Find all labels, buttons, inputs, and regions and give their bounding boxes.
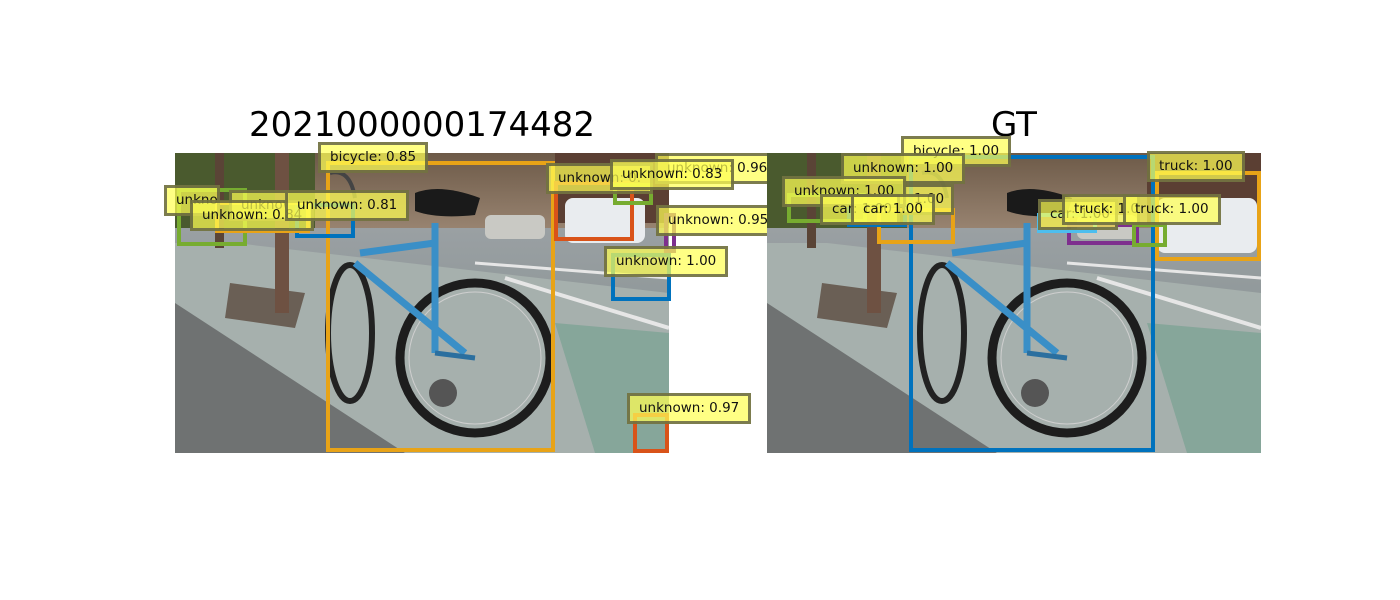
label-unknown: unknown: 0.95	[656, 205, 781, 236]
label-car: car: 1.00	[851, 194, 935, 225]
label-unknown: unknown: 0.97	[627, 393, 752, 424]
label-unknown: unknown: 0.83	[610, 159, 735, 190]
label-unknown: unknown: 1.00	[604, 246, 729, 277]
bbox-truck	[1132, 223, 1167, 247]
bbox-bicycle	[909, 155, 1155, 452]
label-truck: truck: 1.00	[1147, 151, 1245, 182]
left-panel-title: 2021000000174482	[248, 105, 596, 145]
bbox-bicycle	[326, 161, 555, 452]
label-truck: truck: 1.00	[1123, 194, 1221, 225]
label-unknown: unknown: 0.81	[285, 190, 410, 221]
label-bicycle: bicycle: 0.85	[318, 142, 429, 173]
